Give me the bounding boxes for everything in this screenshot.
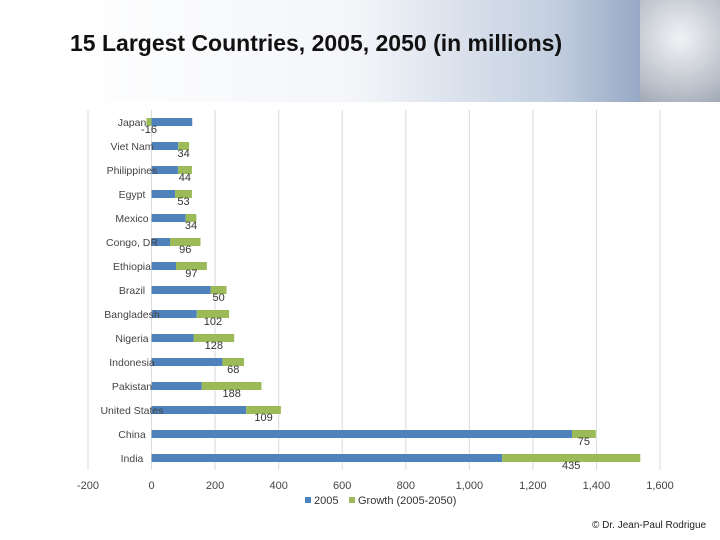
bar-chart: Japan Viet Nam Philippines Egypt Mexico Congo… [77, 110, 674, 507]
data-label: 188 [222, 388, 240, 400]
x-tick-label: 1,600 [646, 480, 674, 492]
legend: 2005 Growth (2005-2050) [305, 495, 456, 507]
x-tick-label: 400 [269, 480, 287, 492]
bar-growth [177, 166, 192, 174]
x-tick-label: 800 [397, 480, 415, 492]
category-label: Japan [118, 117, 147, 129]
data-label: 128 [205, 340, 223, 352]
category-label: Ethiopia [113, 261, 151, 273]
bar-2005 [151, 382, 202, 390]
bar-2005 [151, 142, 179, 150]
category-label: Bangladesh [104, 309, 160, 321]
data-label: 53 [177, 196, 189, 208]
category-label: Brazil [119, 285, 145, 297]
bar-growth [246, 406, 281, 414]
x-tick-label: -200 [77, 480, 99, 492]
category-label: Mexico [115, 213, 148, 225]
data-label: 68 [227, 364, 239, 376]
legend-swatch-growth [349, 497, 355, 503]
bar-2005 [151, 238, 170, 246]
data-label: 34 [178, 148, 190, 160]
globe-image [640, 0, 720, 102]
title-banner [60, 0, 720, 102]
x-tick-label: 1,000 [456, 480, 484, 492]
bar-2005 [151, 214, 186, 222]
bar-growth [193, 334, 235, 342]
category-label: Pakistan [112, 381, 152, 393]
bar-growth [169, 238, 201, 246]
category-labels: Japan Viet Nam Philippines Egypt Mexico Congo… [100, 117, 163, 465]
legend-label-growth: Growth (2005-2050) [358, 495, 456, 507]
bar-2005 [151, 190, 176, 198]
bar-2005 [151, 286, 211, 294]
data-label: 435 [562, 460, 580, 472]
bar-2005 [151, 406, 247, 414]
x-tick-label: 1,200 [519, 480, 547, 492]
bar-growth [210, 286, 227, 294]
bar-2005 [151, 166, 178, 174]
slide-title: 15 Largest Countries, 2005, 2050 (in mil… [70, 30, 563, 56]
data-label: 96 [179, 244, 191, 256]
x-tick-label: 0 [148, 480, 154, 492]
bar-2005 [151, 358, 223, 366]
bar-2005 [151, 430, 572, 438]
category-label: United States [100, 405, 163, 417]
bar-growth [175, 190, 192, 198]
category-label: Philippines [107, 165, 158, 177]
bar-growth [571, 430, 596, 438]
bar-growth [201, 382, 262, 390]
bar-growth [146, 118, 152, 126]
data-label: 75 [578, 436, 590, 448]
x-axis-ticks: -200 0 200 400 600 800 1,000 1,200 1,400 1,600 [77, 480, 674, 492]
data-label: 50 [212, 292, 224, 304]
category-label: Indonesia [109, 357, 155, 369]
category-label: Egypt [119, 189, 146, 201]
data-label: 44 [179, 172, 191, 184]
x-tick-label: 200 [206, 480, 224, 492]
category-label: Viet Nam [111, 141, 154, 153]
copyright-text: © Dr. Jean-Paul Rodrigue [592, 520, 707, 531]
data-label: 109 [254, 412, 272, 424]
category-label: India [121, 453, 144, 465]
bars [146, 118, 641, 462]
data-label: 97 [185, 268, 197, 280]
bar-2005 [151, 334, 194, 342]
bar-growth [176, 262, 207, 270]
x-tick-label: 600 [333, 480, 351, 492]
data-label: 102 [204, 316, 222, 328]
x-tick-label: 1,400 [583, 480, 611, 492]
category-label: China [118, 429, 146, 441]
legend-label-2005: 2005 [314, 495, 338, 507]
data-label: 34 [185, 220, 197, 232]
legend-swatch-2005 [305, 497, 311, 503]
bar-2005 [151, 262, 177, 270]
bar-2005 [151, 118, 193, 126]
data-labels: -16 34 44 53 34 96 97 50 102 128 68 188 109 75 435 [141, 124, 590, 472]
bar-growth [185, 214, 197, 222]
bar-growth [178, 142, 190, 150]
data-label: -16 [141, 124, 157, 136]
bar-2005 [151, 454, 503, 462]
category-label: Congo, DR [106, 237, 158, 249]
bar-growth [222, 358, 245, 366]
bar-growth [502, 454, 641, 462]
bar-growth [196, 310, 230, 318]
category-label: Nigeria [115, 333, 148, 345]
bar-2005 [151, 310, 197, 318]
